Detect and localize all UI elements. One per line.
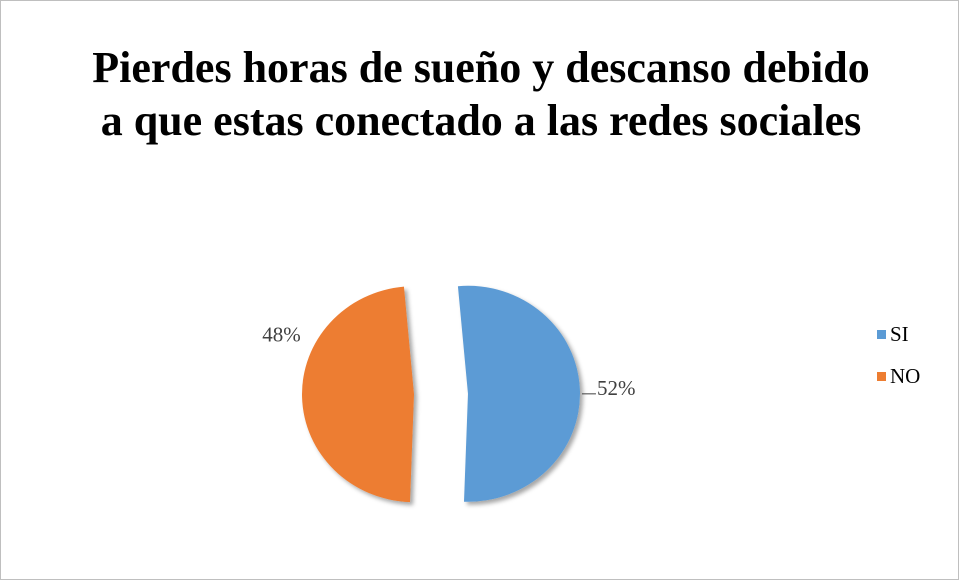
legend-swatch-no bbox=[877, 371, 886, 381]
legend-item-si: SI bbox=[877, 319, 920, 349]
pie-slice-si bbox=[457, 285, 580, 502]
legend-label-si: SI bbox=[890, 321, 909, 346]
data-label-no: 48% bbox=[262, 322, 301, 346]
data-label-si: 52% bbox=[597, 376, 636, 400]
legend: SI NO bbox=[877, 319, 920, 403]
chart-title: Pierdes horas de sueño y descanso debido… bbox=[92, 43, 870, 145]
pie-slice-no bbox=[302, 286, 415, 503]
legend-swatch-si bbox=[877, 329, 886, 339]
legend-label-no: NO bbox=[890, 363, 921, 388]
legend-item-no: NO bbox=[877, 361, 920, 391]
